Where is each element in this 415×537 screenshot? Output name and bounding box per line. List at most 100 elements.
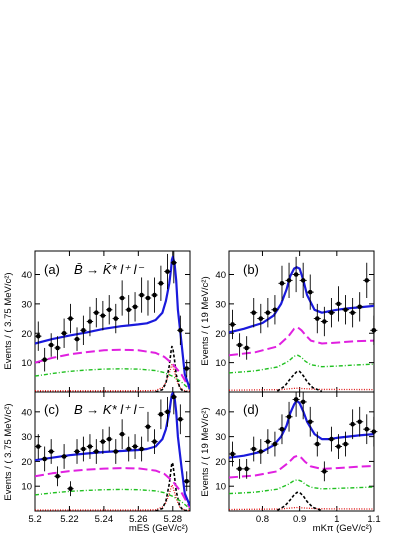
data-marker [357, 304, 362, 310]
data-point [106, 295, 113, 325]
panel-d-xlabel: mKπ (GeV/c²) [313, 523, 372, 534]
data-marker [244, 345, 249, 351]
data-marker [251, 310, 257, 315]
y-tick-label: 40 [21, 270, 32, 281]
data-marker [132, 444, 138, 449]
data-point [80, 436, 87, 462]
data-point [327, 298, 335, 328]
series-line-dotted [229, 506, 374, 511]
data-marker [113, 316, 119, 321]
y-tick-label: 30 [21, 432, 32, 443]
data-marker [81, 328, 86, 333]
data-point [183, 359, 190, 378]
data-marker [113, 449, 119, 454]
data-marker [35, 444, 41, 449]
data-point [151, 277, 158, 313]
data-point [118, 280, 126, 316]
data-point [285, 262, 293, 298]
data-marker [371, 429, 377, 434]
panel-a-tag: (a) [44, 262, 60, 277]
y-tick-label: 20 [215, 457, 226, 468]
data-point [73, 439, 81, 464]
data-marker [343, 441, 348, 447]
data-point [356, 292, 364, 322]
data-marker [178, 416, 183, 422]
data-point [170, 392, 177, 415]
data-marker [230, 322, 235, 327]
data-point [106, 426, 113, 452]
series-line-dash-dot [229, 354, 374, 374]
data-marker [126, 446, 131, 452]
data-point [67, 481, 74, 497]
data-marker [61, 330, 67, 336]
y-tick-label: 40 [215, 270, 226, 281]
data-point [48, 439, 55, 464]
data-point [170, 251, 177, 284]
data-point [112, 439, 119, 464]
data-point [264, 298, 272, 328]
panel-b-ylabel: Events / ( 19 MeV/c²) [200, 276, 211, 365]
data-marker [293, 397, 299, 402]
data-marker [272, 307, 278, 313]
data-marker [100, 439, 106, 444]
data-marker [165, 409, 170, 415]
data-point [334, 434, 343, 459]
series-line-long-dash [229, 326, 374, 357]
data-marker [350, 310, 355, 315]
panel-d: Events / ( 19 MeV/c²) (d) mKπ (GeV/c²) 1… [200, 391, 381, 534]
data-point [86, 434, 94, 459]
data-marker [178, 328, 183, 333]
data-point [313, 431, 321, 457]
data-point [292, 256, 300, 293]
data-point [299, 392, 307, 420]
data-point [349, 298, 357, 328]
data-marker [329, 310, 334, 315]
x-tick-label: 0.9 [293, 514, 306, 525]
panel-b: Events / ( 19 MeV/c²) (b) 10 20 30 40 [200, 250, 378, 393]
data-marker [237, 342, 242, 348]
data-marker [139, 446, 144, 452]
panel-a-ylabel: Events / ( 3.75 MeV/c²) [3, 272, 14, 369]
data-point [349, 409, 357, 440]
data-point [278, 414, 286, 445]
data-point [271, 431, 279, 457]
data-point [138, 277, 145, 313]
data-point [313, 303, 321, 334]
data-point [41, 347, 48, 372]
data-marker [300, 399, 306, 405]
panel-d-ylabel: Events / ( 19 MeV/c²) [200, 407, 211, 496]
x-tick-label: 1 [334, 514, 339, 525]
data-point [292, 392, 300, 417]
data-point [144, 280, 152, 316]
data-point [306, 274, 314, 310]
data-point [342, 295, 350, 325]
data-marker [68, 316, 73, 321]
data-marker [371, 328, 377, 333]
data-point [48, 333, 55, 357]
data-marker [94, 310, 99, 315]
data-point [131, 434, 139, 459]
data-marker [343, 307, 348, 313]
data-marker [152, 292, 157, 298]
data-marker [48, 449, 54, 454]
y-tick-label: 30 [215, 432, 226, 443]
data-point [306, 406, 314, 437]
data-marker [293, 272, 299, 277]
data-marker [265, 439, 271, 444]
data-marker [61, 454, 67, 459]
x-tick-label: 5.26 [129, 514, 148, 525]
data-point [35, 321, 42, 351]
data-point [257, 439, 265, 464]
panel-c: Events / ( 3.75 MeV/c²) (c) B → K* l⁺ l⁻… [3, 391, 191, 534]
data-marker [119, 295, 125, 301]
data-point [118, 419, 126, 450]
data-marker [237, 466, 242, 472]
data-marker [42, 456, 47, 462]
panel-c-xlabel: mES (GeV/c²) [129, 523, 188, 534]
data-marker [184, 478, 190, 484]
data-point [370, 315, 378, 345]
series-line-long-dash [35, 467, 190, 509]
data-point [250, 298, 258, 328]
series-line-dash-dot [229, 479, 374, 495]
